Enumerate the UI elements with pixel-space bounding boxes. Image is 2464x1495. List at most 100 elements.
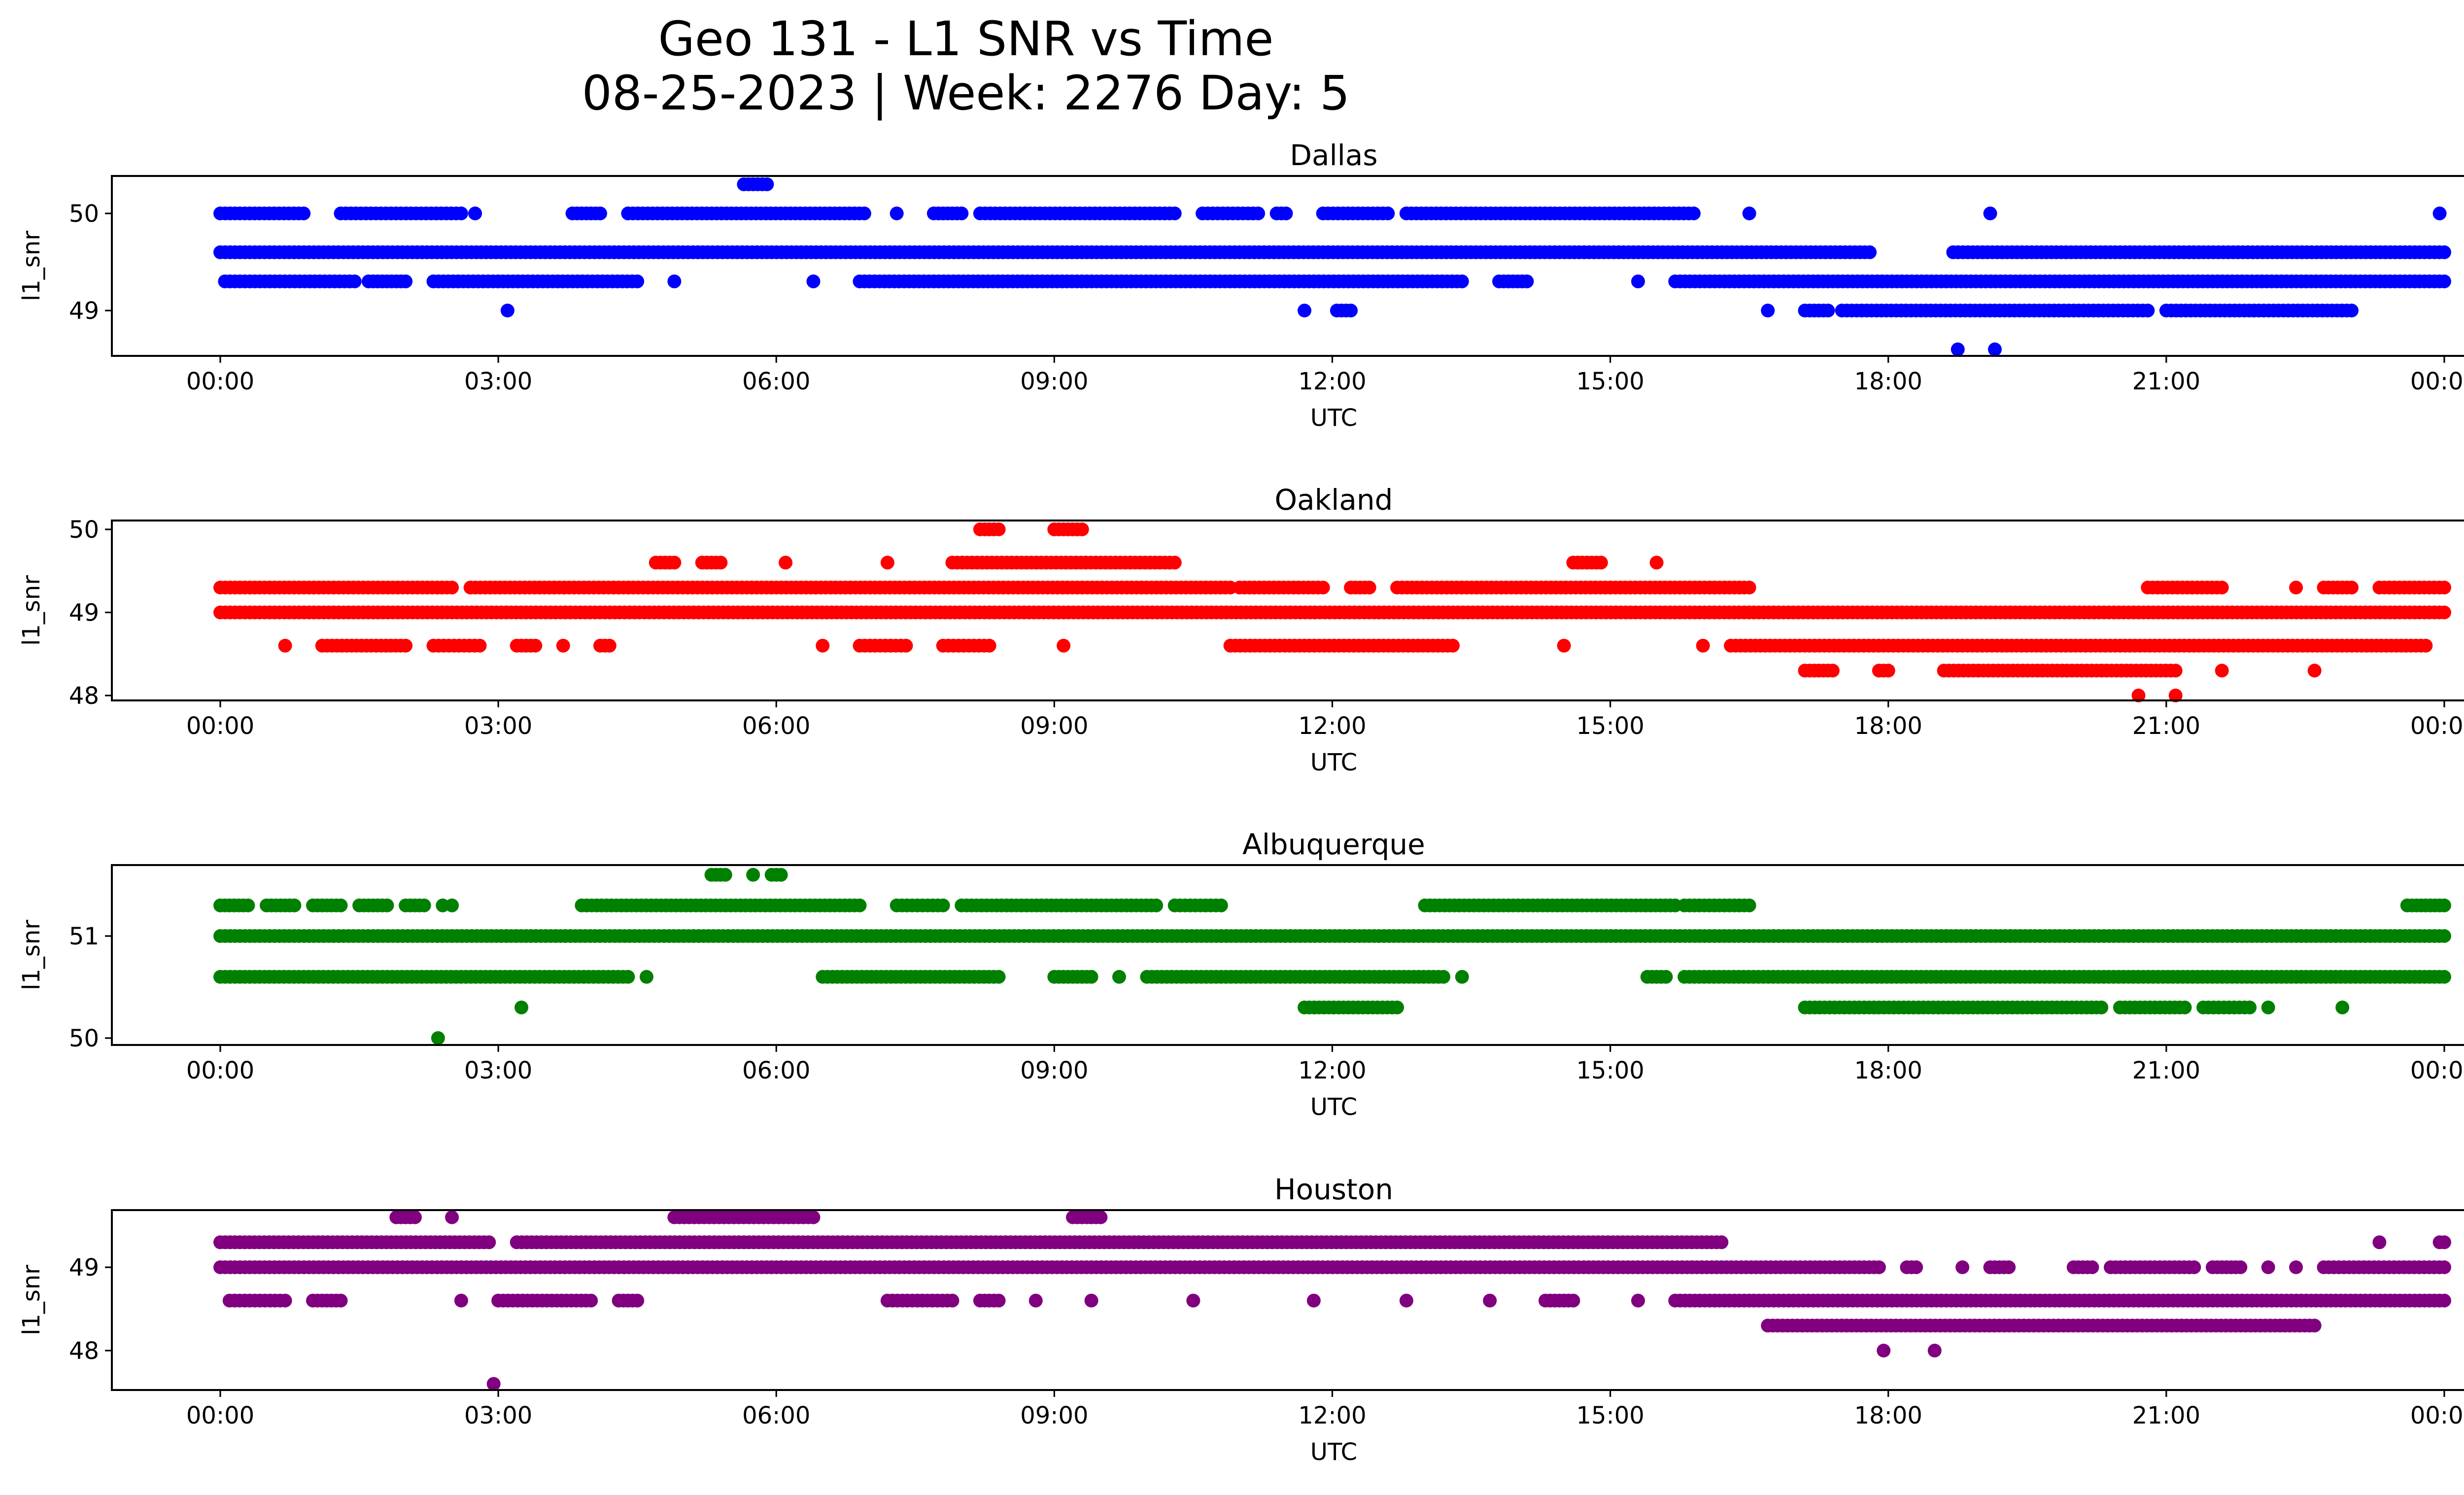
data-point — [640, 970, 653, 984]
data-point — [746, 868, 760, 882]
x-tick-label: 03:00 — [464, 1402, 532, 1429]
data-point — [936, 898, 950, 912]
data-point — [445, 1210, 459, 1224]
x-tick-label: 18:00 — [1854, 368, 1922, 395]
x-tick-label: 21:00 — [2132, 712, 2200, 740]
data-point — [297, 207, 311, 220]
data-point — [514, 1000, 529, 1014]
data-point — [630, 1293, 645, 1308]
x-tick-label: 00:00 — [186, 1402, 254, 1429]
x-axis: 00:00 03:00 06:00 09:00 12:00 15:00 18:00 21:00… — [186, 356, 2464, 395]
y-tick-label: 49 — [69, 297, 99, 325]
data-point — [667, 556, 682, 570]
data-point — [718, 868, 732, 882]
data-point — [1520, 274, 1534, 288]
x-tick-label: 09:00 — [1020, 1402, 1088, 1429]
data-point — [1399, 1293, 1413, 1308]
data-point — [760, 177, 774, 191]
data-point — [945, 1293, 959, 1308]
data-point — [1437, 970, 1451, 984]
data-point — [1988, 342, 2002, 356]
subplot-title: Oakland — [1274, 483, 1393, 517]
data-point — [2085, 1260, 2099, 1274]
data-point — [2437, 274, 2451, 288]
data-point — [992, 1293, 1006, 1308]
data-point — [853, 898, 867, 912]
data-points — [213, 177, 2451, 356]
data-point — [1742, 581, 1756, 594]
data-point — [2437, 898, 2451, 912]
data-point — [445, 581, 459, 594]
y-tick-label: 49 — [69, 599, 99, 627]
data-point — [1186, 1293, 1200, 1308]
data-point — [1306, 1293, 1321, 1308]
data-point — [486, 1377, 501, 1391]
data-point — [1214, 898, 1228, 912]
data-point — [992, 970, 1006, 984]
data-point — [473, 638, 487, 653]
data-point — [2141, 304, 2155, 317]
x-tick-label: 21:00 — [2132, 1057, 2200, 1084]
data-point — [399, 638, 413, 653]
data-point — [1075, 522, 1089, 536]
data-point — [1381, 207, 1395, 220]
data-point — [955, 207, 969, 220]
data-point — [714, 556, 728, 570]
data-point — [417, 898, 431, 912]
data-point — [278, 638, 292, 653]
x-tick-label: 12:00 — [1298, 1402, 1366, 1429]
data-point — [1362, 581, 1376, 594]
data-point — [2432, 207, 2447, 220]
data-point — [1714, 1235, 1729, 1250]
data-point — [806, 274, 821, 288]
data-point — [806, 1210, 821, 1224]
data-point — [334, 898, 348, 912]
data-point — [500, 304, 514, 317]
data-point — [2233, 1260, 2248, 1274]
data-point — [890, 207, 904, 220]
data-point — [1455, 970, 1469, 984]
x-axis-label: UTC — [1310, 749, 1357, 776]
x-tick-label: 03:00 — [464, 712, 532, 740]
data-point — [2345, 304, 2359, 317]
data-point — [1742, 207, 1756, 220]
data-point — [528, 638, 543, 653]
data-point — [2168, 663, 2183, 678]
subplot-title: Dallas — [1290, 139, 1377, 172]
data-point — [2437, 970, 2451, 984]
x-tick-label: 03:00 — [464, 368, 532, 395]
x-tick-label: 06:00 — [742, 1402, 810, 1429]
data-point — [1951, 342, 1965, 356]
data-point — [1983, 207, 1997, 220]
y-axis-label: l1_snr — [18, 920, 45, 990]
data-point — [436, 898, 450, 912]
data-point — [1446, 638, 1460, 653]
x-tick-label: 15:00 — [1576, 1402, 1644, 1429]
data-point — [1927, 1344, 1942, 1357]
data-point — [1167, 207, 1182, 220]
x-tick-label: 00:00 — [2410, 368, 2464, 395]
data-point — [1881, 663, 1895, 678]
data-point — [1167, 556, 1182, 570]
x-tick-label: 00:00 — [2410, 712, 2464, 740]
data-point — [593, 207, 607, 220]
data-point — [1594, 556, 1608, 570]
data-point — [2178, 1000, 2192, 1014]
x-tick-label: 15:00 — [1576, 368, 1644, 395]
data-point — [2094, 1000, 2109, 1014]
x-tick-label: 06:00 — [742, 712, 810, 740]
data-point — [816, 638, 830, 653]
data-point — [774, 868, 788, 882]
data-point — [399, 274, 413, 288]
data-point — [1955, 1260, 1970, 1274]
data-point — [454, 207, 468, 220]
data-points — [213, 522, 2451, 702]
x-tick-label: 09:00 — [1020, 1057, 1088, 1084]
data-point — [482, 1235, 496, 1250]
subplot-title: Albuquerque — [1242, 828, 1425, 861]
data-point — [1390, 1000, 1404, 1014]
data-point — [1279, 207, 1293, 220]
x-tick-label: 12:00 — [1298, 1057, 1366, 1084]
